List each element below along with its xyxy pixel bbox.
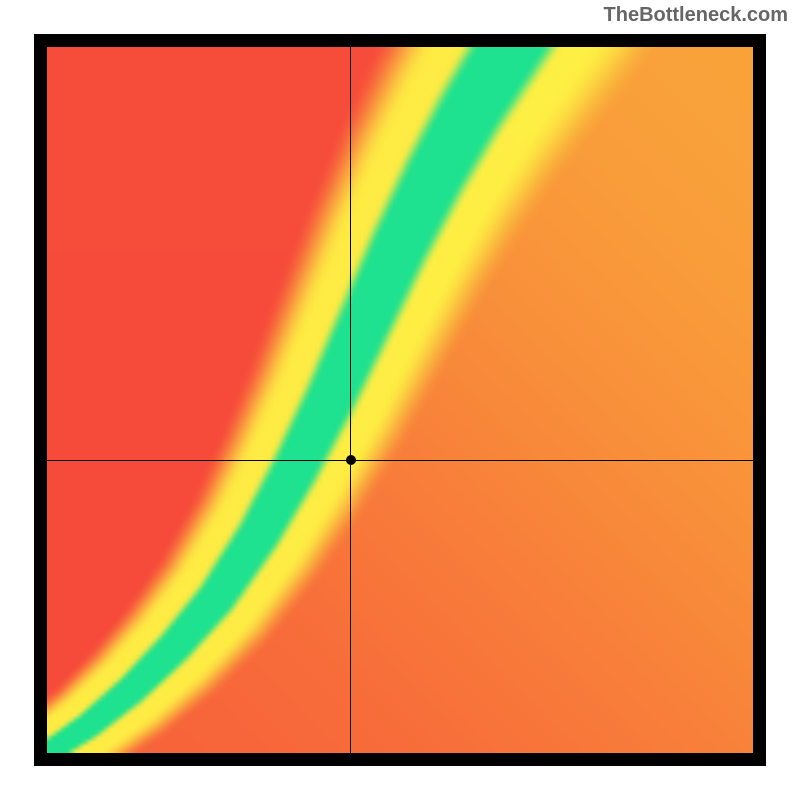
selection-marker — [346, 455, 356, 465]
chart-container: TheBottleneck.com — [0, 0, 800, 800]
crosshair-horizontal — [47, 460, 753, 461]
heatmap-plot-area — [47, 47, 753, 753]
watermark-text: TheBottleneck.com — [604, 4, 788, 27]
crosshair-vertical — [350, 47, 351, 753]
heatmap-canvas — [47, 47, 753, 753]
